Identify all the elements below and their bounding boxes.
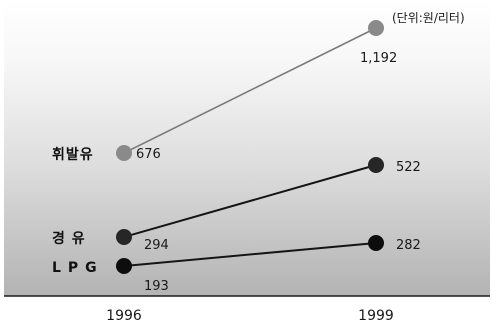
- series-0-point-1996: [116, 145, 132, 161]
- series-1-value-label-1999: 522: [396, 160, 421, 175]
- series-2-point-1999: [368, 235, 384, 251]
- series-1-point-1996: [116, 229, 132, 245]
- series-0-value-label-1999: 1,192: [360, 51, 397, 66]
- series-0-point-1999: [368, 20, 384, 36]
- series-2-value-label-1996: 193: [144, 279, 169, 294]
- series-1-line: [123, 164, 377, 238]
- series-2-line: [123, 242, 377, 267]
- series-0-name-label: 휘발유: [52, 146, 94, 163]
- series-0-line: [123, 27, 377, 154]
- unit-note: (단위:원/리터): [392, 11, 465, 25]
- series-2-point-1996: [116, 258, 132, 274]
- series-1-point-1999: [368, 157, 384, 173]
- x-tick-label-1996: 1996: [106, 308, 142, 324]
- plot-background: [4, 2, 490, 296]
- series-1-name-label: 경 유: [52, 230, 86, 247]
- series-layer: 676 1,192 휘발유 294 522 경 유 193 282 LPG: [52, 20, 421, 294]
- series-2-name-label: LPG: [52, 260, 104, 276]
- x-tick-label-1999: 1999: [358, 308, 394, 324]
- series-1-value-label-1996: 294: [144, 238, 169, 253]
- series-0-value-label-1996: 676: [136, 147, 161, 162]
- series-2-value-label-1999: 282: [396, 238, 421, 253]
